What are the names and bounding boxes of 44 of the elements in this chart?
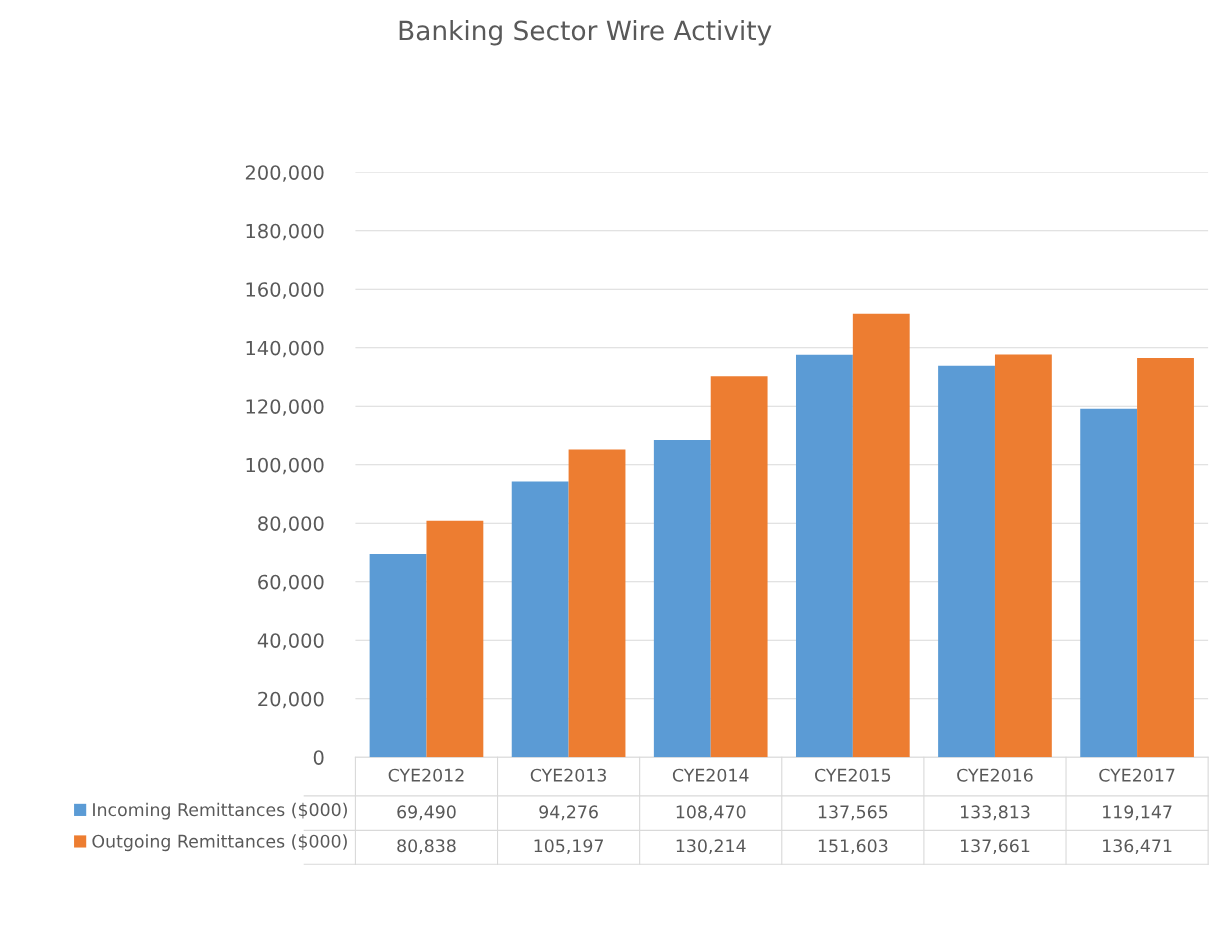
bar <box>994 354 1052 758</box>
legend-label: Incoming Remittances ($000) <box>93 802 347 820</box>
data-label: 108,470 <box>676 805 746 821</box>
data-label: 137,661 <box>960 839 1030 855</box>
data-label: 137,565 <box>818 805 888 821</box>
x-tick-label: CYE2015 <box>815 768 891 782</box>
data-label: 69,490 <box>397 805 456 821</box>
data-label: 151,603 <box>818 839 888 855</box>
bar <box>795 354 853 758</box>
bar <box>426 520 484 758</box>
x-tick-label: CYE2017 <box>1099 768 1175 782</box>
x-tick-label: CYE2012 <box>388 768 464 782</box>
legend-label: Outgoing Remittances ($000) <box>92 834 347 852</box>
data-label: 133,813 <box>960 805 1030 821</box>
bar <box>852 313 910 758</box>
data-label: 105,197 <box>534 839 604 855</box>
y-tick-label: 160,000 <box>246 282 324 299</box>
bar <box>653 439 711 758</box>
bar <box>511 481 569 758</box>
data-label: 119,147 <box>1103 805 1172 821</box>
bar <box>568 449 626 758</box>
y-tick-label: 20,000 <box>258 691 324 709</box>
bar <box>369 553 427 758</box>
data-label: 130,214 <box>676 839 746 855</box>
chart-title: Banking Sector Wire Activity <box>399 19 772 46</box>
data-label: 136,471 <box>1103 839 1172 855</box>
y-tick-label: 100,000 <box>246 457 324 475</box>
y-tick-label: 60,000 <box>258 574 324 592</box>
x-tick-label: CYE2014 <box>672 768 749 782</box>
data-label: 80,838 <box>397 839 456 855</box>
y-tick-label: 0 <box>313 750 324 765</box>
y-tick-label: 120,000 <box>246 399 324 416</box>
y-tick-label: 80,000 <box>258 516 324 533</box>
y-tick-label: 140,000 <box>246 340 324 358</box>
y-tick-label: 200,000 <box>245 165 324 182</box>
x-tick-label: CYE2016 <box>957 768 1033 782</box>
data-label: 94,276 <box>539 805 598 821</box>
bar <box>1080 408 1138 758</box>
x-tick-label: CYE2013 <box>530 768 606 782</box>
bar <box>710 376 768 758</box>
y-tick-label: 180,000 <box>246 223 324 241</box>
bar <box>1137 358 1194 758</box>
bar <box>938 365 995 758</box>
y-tick-label: 40,000 <box>257 633 324 650</box>
